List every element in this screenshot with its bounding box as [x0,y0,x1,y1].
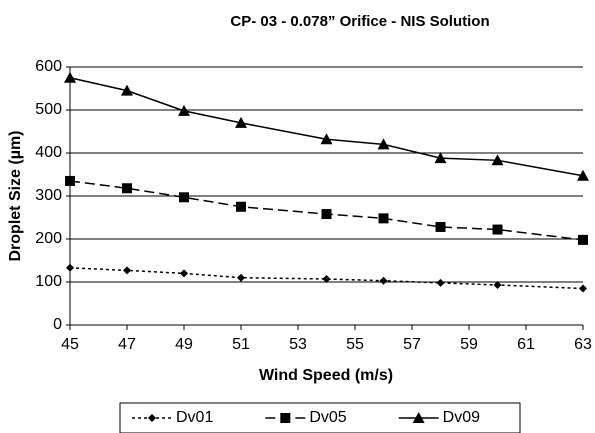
marker [66,263,74,272]
marker [123,266,131,275]
marker [491,154,504,166]
marker [436,278,445,287]
y-tick-label: 500 [35,101,62,118]
legend-label: Dv05 [309,409,346,426]
x-tick-label: 45 [61,336,79,353]
marker [493,281,502,290]
x-tick-label: 59 [460,336,478,353]
marker [122,183,132,194]
x-tick-label: 49 [175,336,193,353]
marker [321,209,332,220]
marker [320,133,333,145]
x-tick-label: 51 [232,336,250,353]
y-tick-label: 400 [35,144,62,161]
marker [578,234,588,245]
marker [235,116,247,128]
x-tick-label: 55 [346,336,364,353]
legend-label: Dv01 [176,409,213,426]
x-tick-label: 61 [517,336,535,353]
marker [435,221,446,232]
legend-marker [148,414,156,422]
marker [178,104,190,116]
marker [434,152,447,164]
x-axis-title: Wind Speed (m/s) [259,367,393,384]
x-tick-label: 57 [403,336,421,353]
chart-title: CP- 03 - 0.078” Orifice - NIS Solution [230,13,489,30]
marker [577,169,589,181]
x-tick-label: 63 [574,336,592,353]
marker [121,84,133,96]
marker [377,138,390,150]
legend: Dv01 Dv05 Dv09 [119,402,521,433]
y-tick-label: 300 [35,187,62,204]
marker [579,284,587,293]
marker [237,273,245,282]
marker [64,71,76,83]
marker [379,276,388,285]
legend-marker [280,413,291,423]
legend-box [119,402,521,433]
marker [179,192,189,203]
marker [322,274,331,283]
legend-marker [412,412,425,423]
legend-label: Dv09 [443,409,480,426]
marker [492,224,503,235]
x-tick-label: 53 [289,336,307,353]
marker [378,213,389,224]
series-line [69,77,584,177]
y-tick-label: 600 [35,58,62,75]
marker [236,201,246,212]
y-tick-label: 200 [35,230,62,247]
x-tick-label: 47 [118,336,136,353]
y-axis-title: Droplet Size (µm) [7,130,24,261]
marker [65,175,75,186]
series-line [69,267,584,290]
y-tick-label: 0 [53,316,62,333]
y-tick-label: 100 [35,273,62,290]
marker [180,269,188,278]
